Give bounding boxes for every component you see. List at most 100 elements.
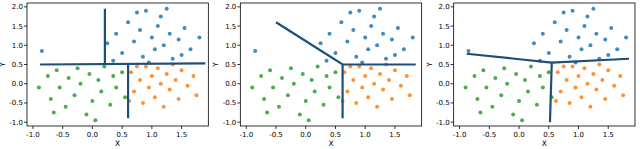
point — [277, 105, 281, 109]
point — [577, 74, 581, 78]
x-tick — [276, 126, 277, 129]
y-tick-label: 1.0 — [439, 42, 450, 50]
x-tick — [92, 126, 93, 129]
y-tick-label: 1.5 — [12, 23, 23, 31]
y-tick — [237, 6, 240, 7]
point — [384, 57, 388, 61]
y-tick-label: 0.0 — [439, 80, 450, 88]
point — [280, 76, 284, 80]
y-tick-label: 0.5 — [225, 61, 236, 69]
x-tick-label: 1.5 — [389, 131, 400, 139]
point — [499, 93, 503, 97]
point — [351, 78, 355, 82]
point — [325, 59, 329, 63]
point — [108, 103, 112, 107]
point — [292, 82, 296, 86]
point — [307, 118, 311, 122]
point — [554, 99, 558, 103]
y-tick — [451, 64, 454, 65]
point — [366, 47, 370, 51]
point — [58, 86, 62, 90]
point — [186, 84, 190, 88]
point — [571, 64, 575, 68]
point — [372, 14, 376, 18]
y-tick-label: 2.0 — [439, 3, 450, 11]
frame — [240, 3, 421, 126]
point — [532, 41, 536, 45]
y-tick — [24, 83, 27, 84]
point — [354, 55, 358, 59]
point — [493, 76, 497, 80]
point — [378, 72, 382, 76]
x-tick-label: 1.0 — [146, 131, 157, 139]
y-tick-label: 0.5 — [439, 61, 450, 69]
boundary-line — [467, 54, 629, 122]
y-tick — [24, 122, 27, 123]
point — [159, 14, 163, 18]
x-tick — [246, 126, 247, 129]
y-tick-label: 1.5 — [225, 23, 236, 31]
point — [162, 105, 166, 109]
point — [310, 78, 314, 82]
point — [177, 97, 181, 101]
panel: -1.0-0.50.00.51.01.5-1.0-0.50.00.51.01.5… — [0, 3, 208, 148]
y-tick-label: -0.5 — [223, 99, 237, 107]
x-tick-label: 0.5 — [117, 131, 128, 139]
y-tick-label: -0.5 — [9, 99, 23, 107]
point — [87, 72, 91, 76]
point — [505, 82, 509, 86]
point — [159, 82, 163, 86]
point — [600, 78, 604, 82]
point — [96, 78, 100, 82]
point — [250, 86, 254, 90]
point — [387, 78, 391, 82]
point — [123, 95, 127, 99]
point — [286, 93, 290, 97]
y-tick-label: -1.0 — [9, 119, 23, 127]
point — [582, 66, 586, 70]
point — [345, 39, 349, 43]
point — [603, 38, 607, 42]
point — [490, 105, 494, 109]
point — [393, 68, 397, 72]
y-tick — [451, 45, 454, 46]
x-tick — [548, 126, 549, 129]
y-tick-label: -0.5 — [436, 99, 450, 107]
point — [262, 97, 266, 101]
point — [144, 64, 148, 68]
point — [336, 95, 340, 99]
point — [304, 99, 308, 103]
point — [138, 28, 142, 32]
point — [351, 28, 355, 32]
point — [594, 87, 598, 91]
x-tick-label: -1.0 — [26, 131, 40, 139]
point — [369, 66, 373, 70]
point — [568, 101, 572, 105]
point — [120, 51, 124, 55]
y-axis-label: Y — [425, 62, 434, 68]
y-tick-label: 0.5 — [12, 61, 23, 69]
y-tick — [451, 6, 454, 7]
point — [562, 64, 566, 68]
point — [520, 118, 524, 122]
point — [111, 74, 115, 78]
point — [67, 76, 71, 80]
point — [180, 53, 184, 57]
x-tick — [181, 126, 182, 129]
point — [475, 97, 479, 101]
point — [150, 74, 154, 78]
point — [55, 68, 59, 72]
point — [408, 93, 412, 97]
point — [162, 43, 166, 47]
point — [582, 24, 586, 28]
point — [481, 68, 485, 72]
x-tick-label: -1.0 — [453, 131, 467, 139]
point — [90, 99, 94, 103]
y-tick — [24, 64, 27, 65]
point — [559, 39, 563, 43]
y-tick-label: 2.0 — [225, 3, 236, 11]
x-tick — [489, 126, 490, 129]
y-tick — [237, 102, 240, 103]
point — [523, 78, 527, 82]
point — [348, 11, 352, 15]
